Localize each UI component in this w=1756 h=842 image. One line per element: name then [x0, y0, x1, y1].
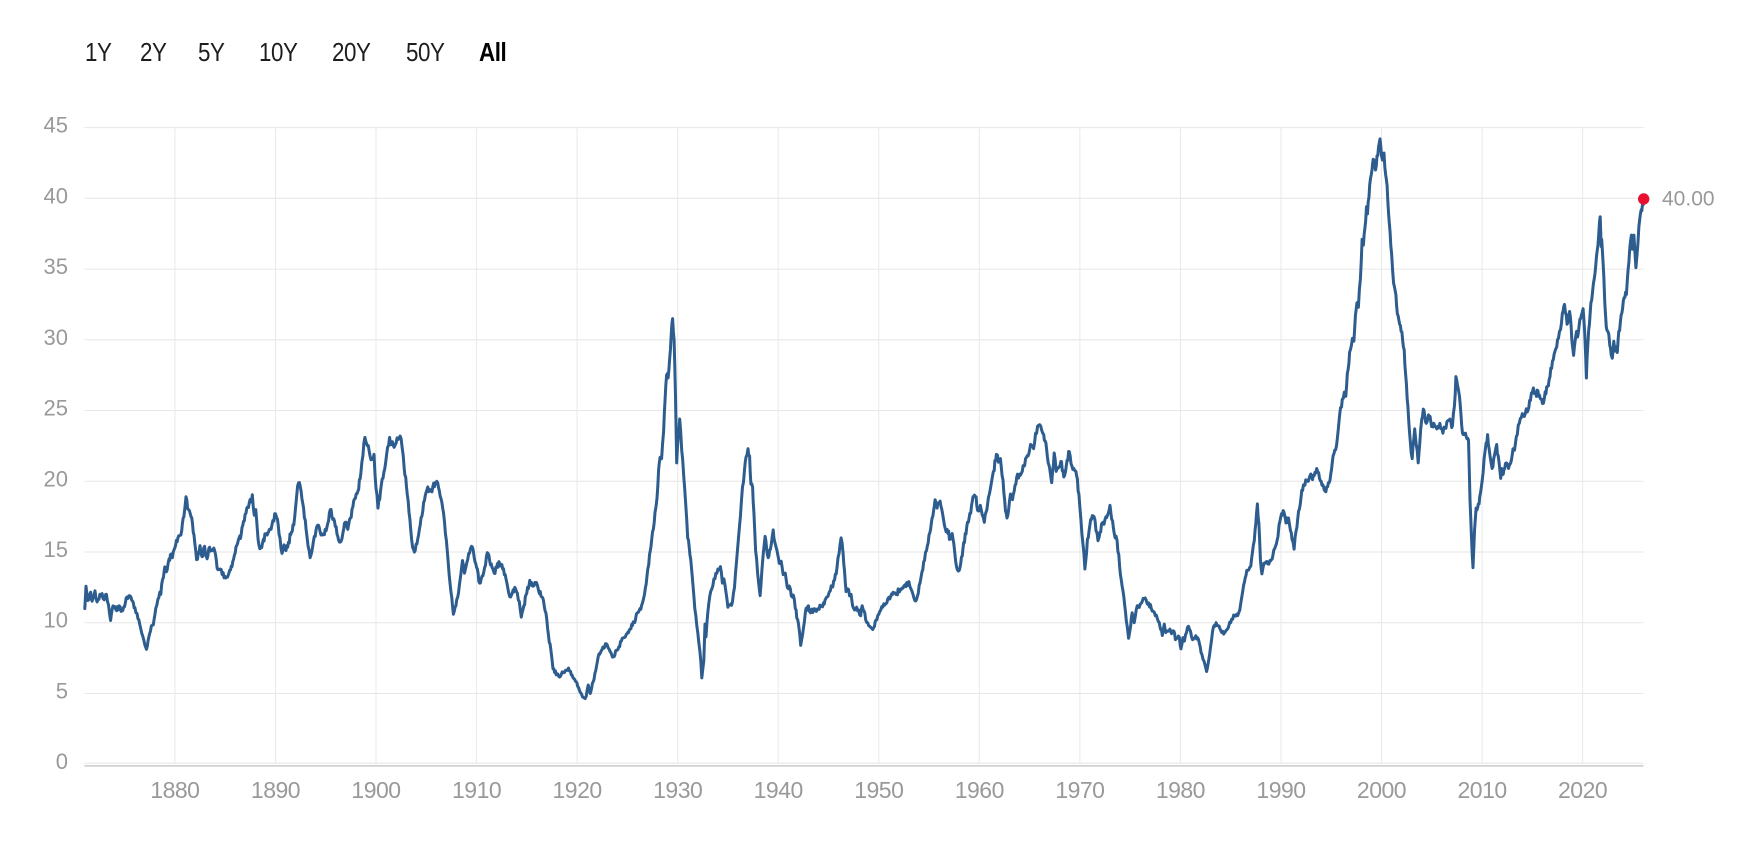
svg-text:10: 10: [44, 608, 68, 633]
svg-text:1880: 1880: [150, 777, 199, 803]
svg-text:1900: 1900: [351, 777, 400, 803]
svg-text:40.00: 40.00: [1662, 188, 1715, 211]
svg-text:1890: 1890: [251, 777, 300, 803]
svg-text:5: 5: [56, 679, 68, 704]
svg-text:1950: 1950: [854, 777, 903, 803]
svg-text:1960: 1960: [955, 777, 1004, 803]
svg-text:15: 15: [44, 537, 68, 562]
svg-text:25: 25: [44, 396, 68, 421]
svg-text:1990: 1990: [1256, 777, 1305, 803]
svg-text:2010: 2010: [1458, 777, 1507, 803]
svg-text:2020: 2020: [1558, 777, 1607, 803]
svg-text:1930: 1930: [653, 777, 702, 803]
svg-text:1980: 1980: [1156, 777, 1205, 803]
svg-text:1920: 1920: [553, 777, 602, 803]
svg-text:1940: 1940: [754, 777, 803, 803]
svg-text:1910: 1910: [452, 777, 501, 803]
svg-text:1970: 1970: [1055, 777, 1104, 803]
svg-text:20: 20: [44, 466, 68, 491]
svg-text:45: 45: [44, 113, 68, 138]
svg-text:35: 35: [44, 254, 68, 279]
svg-text:0: 0: [56, 749, 68, 774]
svg-text:2000: 2000: [1357, 777, 1406, 803]
svg-text:30: 30: [44, 325, 68, 350]
svg-text:40: 40: [44, 183, 68, 208]
